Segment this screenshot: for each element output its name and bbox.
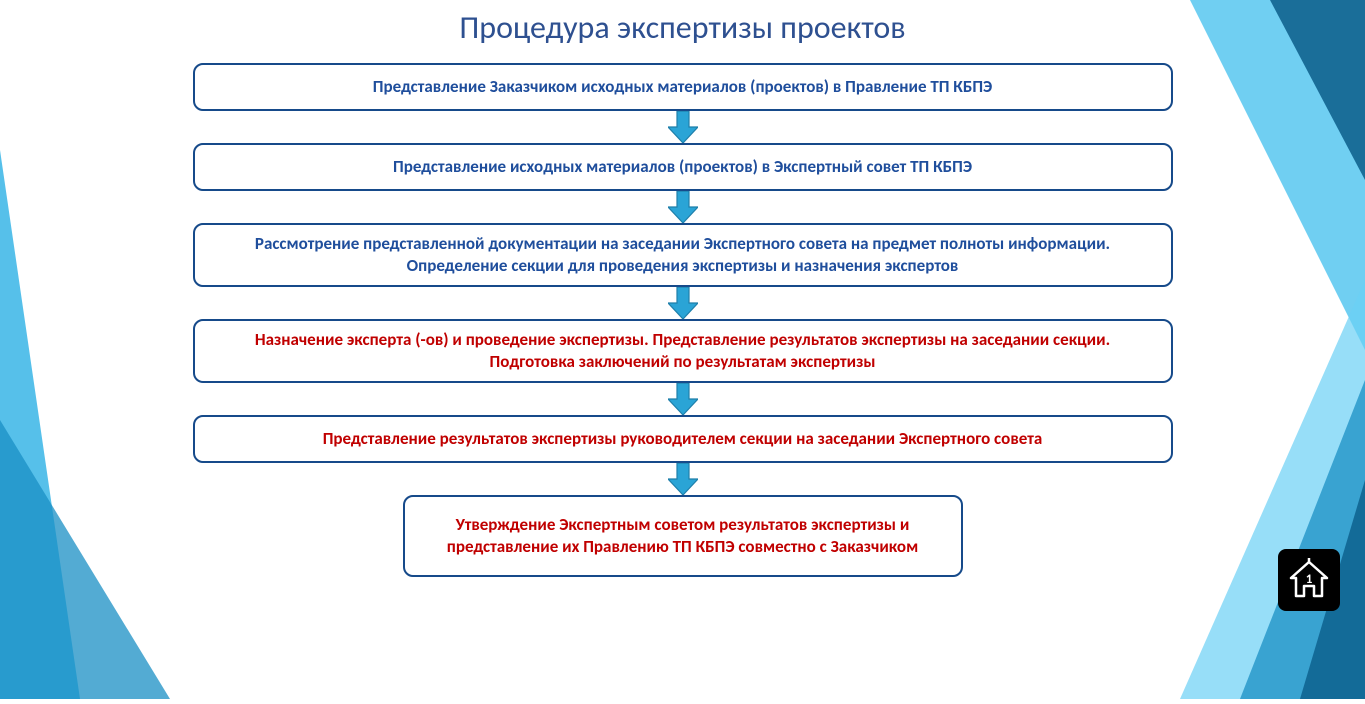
flowchart-arrow bbox=[668, 287, 698, 319]
slide-title: Процедура экспертизы проектов bbox=[459, 8, 905, 47]
flowchart-node: Назначение эксперта (-ов) и проведение э… bbox=[193, 319, 1173, 383]
home-button[interactable]: 1 bbox=[1278, 549, 1340, 611]
flowchart-node: Представление результатов экспертизы рук… bbox=[193, 415, 1173, 463]
svg-text:1: 1 bbox=[1306, 572, 1313, 587]
flowchart-arrow bbox=[668, 111, 698, 143]
flowchart-node: Представление Заказчиком исходных матери… bbox=[193, 63, 1173, 111]
flowchart-node: Рассмотрение представленной документации… bbox=[193, 223, 1173, 287]
flowchart-arrow bbox=[668, 463, 698, 495]
home-icon: 1 bbox=[1287, 558, 1331, 602]
flowchart-arrow bbox=[668, 191, 698, 223]
flowchart-node: Утверждение Экспертным советом результат… bbox=[403, 495, 963, 577]
flowchart-container: Представление Заказчиком исходных матери… bbox=[0, 63, 1365, 577]
flowchart-arrow bbox=[668, 383, 698, 415]
flowchart-node: Представление исходных материалов (проек… bbox=[193, 143, 1173, 191]
slide-content: Процедура экспертизы проектов Представле… bbox=[0, 0, 1365, 699]
